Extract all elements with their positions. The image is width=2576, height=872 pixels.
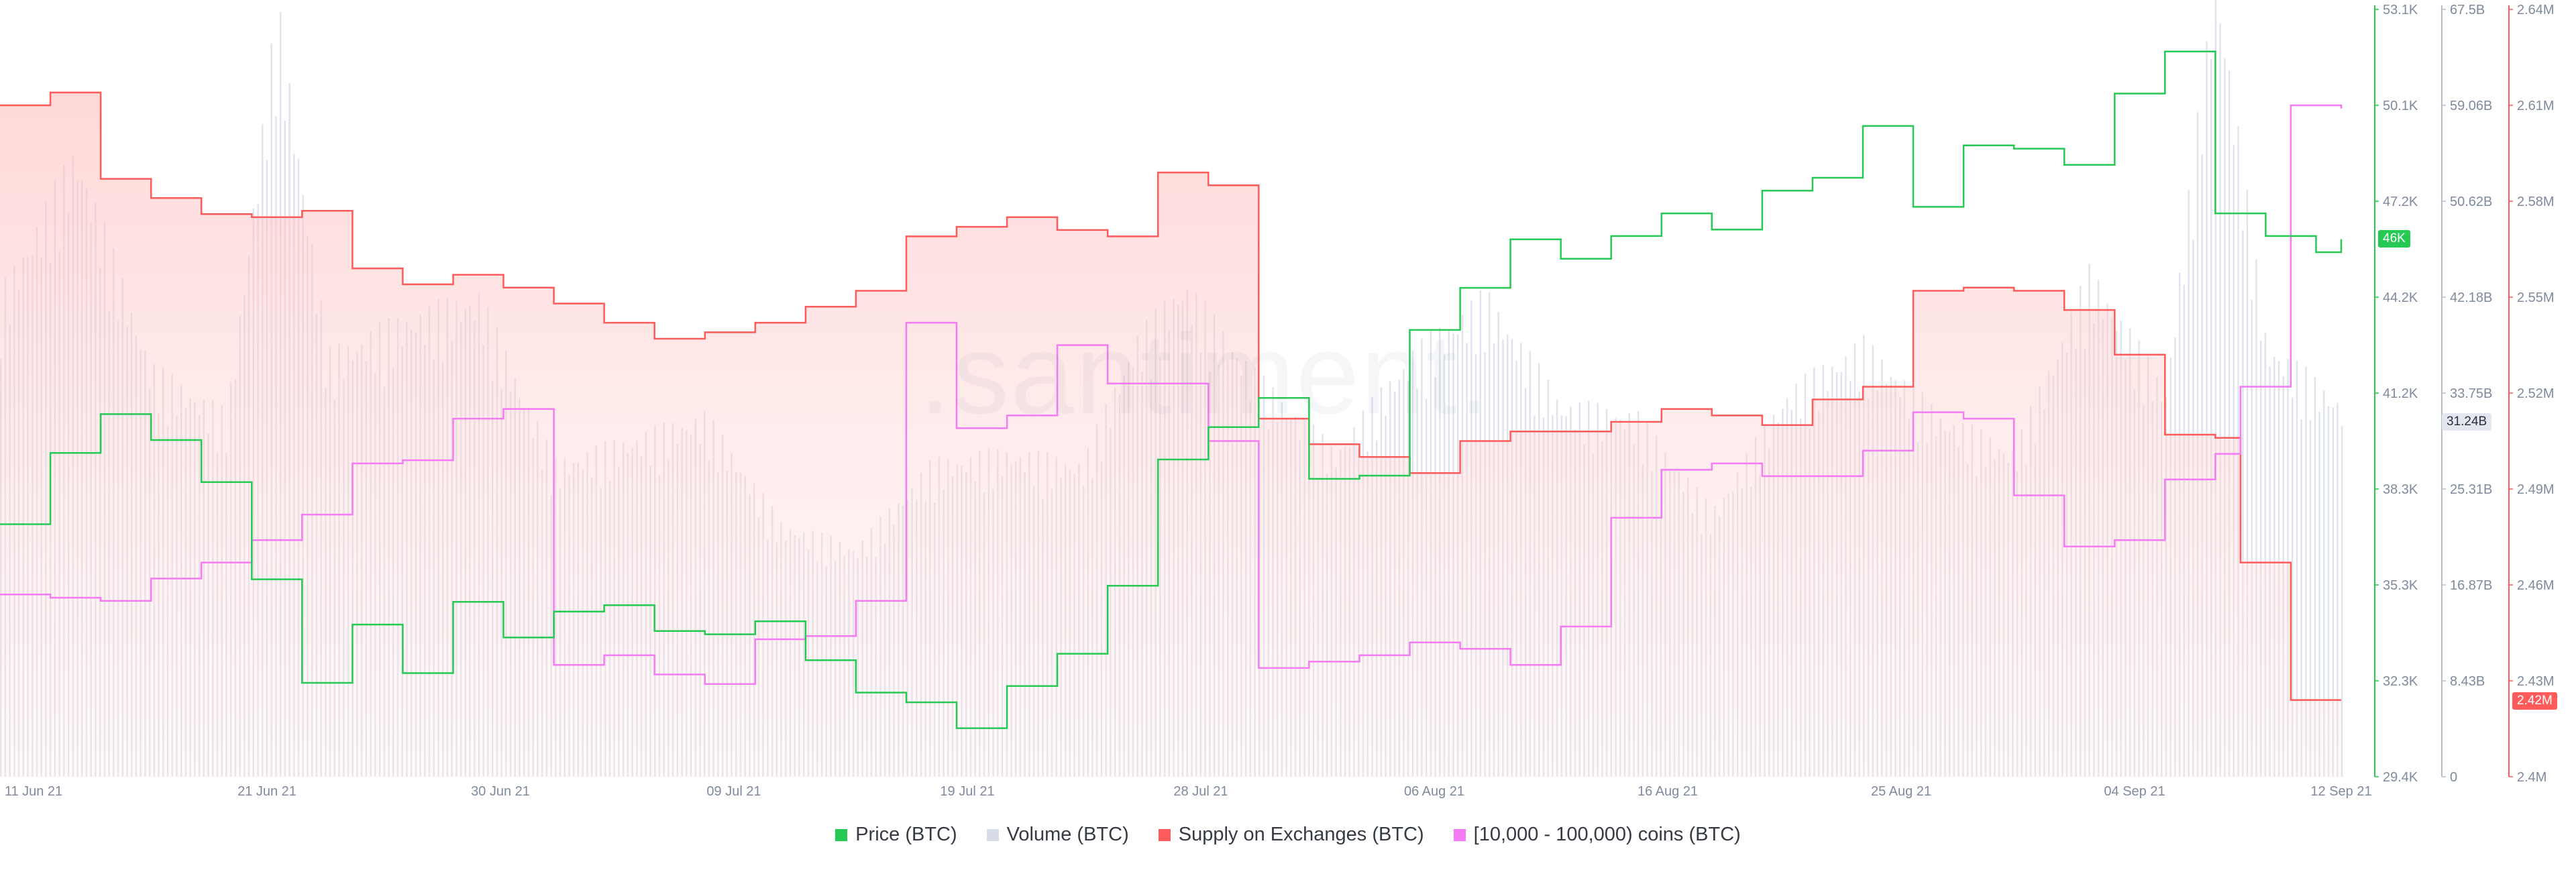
supply-axis-tick-label: 2.64M (2517, 3, 2555, 17)
legend-item-price[interactable]: Price (BTC) (835, 824, 957, 846)
legend-label-volume: Volume (BTC) (1006, 824, 1129, 845)
supply-axis-tick-label: 2.52M (2517, 386, 2555, 401)
x-axis-tick-label: 21 Jun 21 (237, 784, 297, 799)
price-axis-tick-label: 41.2K (2383, 386, 2418, 401)
legend-item-whales[interactable]: [10,000 - 100,000) coins (BTC) (1453, 824, 1741, 846)
supply-axis-tick-label: 2.58M (2517, 195, 2555, 209)
volume-bar (2251, 300, 2253, 777)
volume-bar (2219, 23, 2221, 777)
chart-legend: Price (BTC) Volume (BTC) Supply on Excha… (0, 824, 2576, 846)
supply-axis-tick-label: 2.4M (2517, 770, 2546, 785)
volume-axis-tick-label: 50.62B (2450, 195, 2492, 209)
x-axis-tick-label: 30 Jun 21 (471, 784, 530, 799)
volume-bar (2318, 412, 2320, 777)
legend-swatch-price (835, 828, 848, 841)
volume-bar (2292, 397, 2294, 777)
volume-bar (2206, 41, 2208, 777)
supply-area (0, 92, 2341, 777)
volume-current-badge: 31.24B (2442, 413, 2492, 431)
volume-axis-tick-label: 16.87B (2450, 578, 2492, 593)
price-axis-tick-label: 35.3K (2383, 578, 2418, 593)
volume-bar (2341, 426, 2343, 777)
volume-axis-tick-label: 25.31B (2450, 482, 2492, 497)
x-axis-tick-label: 09 Jul 21 (706, 784, 761, 799)
volume-bar (2214, 0, 2217, 777)
series-lines (0, 50, 2343, 729)
volume-bar (2309, 420, 2312, 777)
volume-bar (2332, 407, 2334, 777)
x-axis-tick-label: 19 Jul 21 (940, 784, 994, 799)
supply-axis-tick-label: 2.55M (2517, 290, 2555, 305)
x-axis-tick-label: 28 Jul 21 (1173, 784, 1228, 799)
volume-bar (2210, 58, 2212, 777)
price-axis-tick-label: 38.3K (2383, 482, 2418, 497)
volume-axis-tick-label: 8.43B (2450, 674, 2485, 689)
price-axis-tick-label: 32.3K (2383, 674, 2418, 689)
volume-axis-tick-label: 59.06B (2450, 99, 2492, 113)
volume-axis-tick-label: 42.18B (2450, 290, 2492, 305)
supply-current-badge: 2.42M (2512, 692, 2557, 710)
supply-axis-tick-label: 2.46M (2517, 578, 2555, 593)
volume-axis-tick-label: 33.75B (2450, 386, 2492, 401)
supply-axis-tick-label: 2.43M (2517, 674, 2555, 689)
axes: 29.4K 32.3K 35.3K 38.3K 41.2K 44.2K 47.2K 50.1K… (5, 3, 2555, 799)
volume-bar (2224, 58, 2226, 777)
price-line (0, 50, 2343, 729)
price-current-badge: 46K (2378, 230, 2410, 248)
price-axis-tick-label: 50.1K (2383, 99, 2418, 113)
x-axis-tick-label: 16 Aug 21 (1638, 784, 1698, 799)
price-axis-tick-label: 44.2K (2383, 290, 2418, 305)
legend-item-supply[interactable]: Supply on Exchanges (BTC) (1158, 824, 1424, 846)
volume-bar (2327, 406, 2330, 777)
supply-axis-tick-label: 2.49M (2517, 482, 2555, 497)
santiment-watermark: .santiment. (919, 311, 1492, 438)
x-axis-tick-label: 25 Aug 21 (1871, 784, 1931, 799)
legend-swatch-volume (986, 828, 999, 841)
volume-bar (2296, 360, 2298, 777)
volume-bar (2246, 189, 2249, 777)
volume-bar (2264, 333, 2267, 777)
legend-label-price: Price (BTC) (855, 824, 957, 845)
volume-axis-tick-label: 0 (2450, 770, 2457, 785)
price-axis-tick-label: 53.1K (2383, 3, 2418, 17)
legend-label-supply: Supply on Exchanges (BTC) (1178, 824, 1424, 845)
volume-bar (2305, 367, 2307, 777)
volume-bar (2300, 419, 2302, 777)
legend-label-whales: [10,000 - 100,000) coins (BTC) (1473, 824, 1741, 845)
x-axis-tick-label: 11 Jun 21 (5, 784, 62, 799)
supply-line (0, 91, 2341, 701)
legend-swatch-supply (1158, 828, 1171, 841)
supply-axis-tick-label: 2.61M (2517, 99, 2555, 113)
volume-bar (2242, 230, 2244, 777)
volume-bar (2255, 259, 2257, 777)
price-axis-tick-label: 29.4K (2383, 770, 2418, 785)
x-axis-tick-label: 06 Aug 21 (1404, 784, 1464, 799)
legend-item-volume[interactable]: Volume (BTC) (986, 824, 1129, 846)
x-axis-tick-label: 04 Sep 21 (2104, 784, 2165, 799)
volume-bar (2260, 340, 2262, 777)
legend-swatch-whales (1453, 828, 1466, 841)
price-axis-tick-label: 47.2K (2383, 195, 2418, 209)
x-axis-tick-label: 12 Sep 21 (2310, 784, 2371, 799)
volume-bar (2228, 70, 2231, 777)
volume-bar (2314, 377, 2316, 777)
whales-line (0, 104, 2343, 686)
volume-bar (2323, 390, 2325, 777)
volume-axis-tick-label: 67.5B (2450, 3, 2485, 17)
supply-area-fill (0, 92, 2341, 777)
volume-bar (2337, 402, 2339, 777)
